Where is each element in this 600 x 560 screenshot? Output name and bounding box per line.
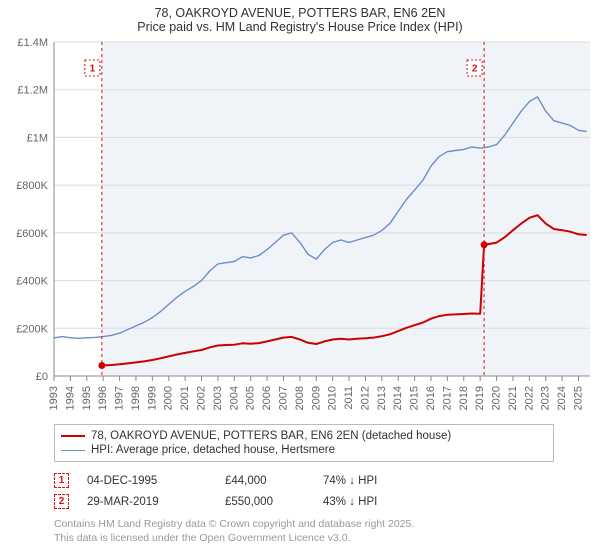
- svg-text:2017: 2017: [441, 386, 453, 410]
- legend-swatch: [61, 450, 85, 451]
- svg-text:2010: 2010: [327, 386, 339, 410]
- svg-text:£1M: £1M: [27, 132, 48, 144]
- marker-badge: 2: [54, 494, 69, 509]
- svg-text:2005: 2005: [245, 386, 257, 410]
- marker-price: £550,000: [225, 496, 305, 508]
- legend: 78, OAKROYD AVENUE, POTTERS BAR, EN6 2EN…: [54, 424, 554, 462]
- svg-text:2016: 2016: [425, 386, 437, 410]
- legend-swatch: [61, 435, 85, 437]
- svg-text:£1.4M: £1.4M: [17, 37, 48, 49]
- chart-title: 78, OAKROYD AVENUE, POTTERS BAR, EN6 2EN: [0, 6, 600, 20]
- marker-row: 2 29-MAR-2019 £550,000 43% ↓ HPI: [54, 491, 592, 512]
- marker-date: 04-DEC-1995: [87, 475, 207, 487]
- svg-text:1996: 1996: [97, 386, 109, 410]
- svg-text:2011: 2011: [343, 386, 355, 410]
- legend-item: 78, OAKROYD AVENUE, POTTERS BAR, EN6 2EN…: [61, 429, 543, 443]
- svg-text:2003: 2003: [212, 386, 224, 410]
- svg-text:2002: 2002: [196, 386, 208, 410]
- svg-text:2006: 2006: [261, 386, 273, 410]
- legend-label: 78, OAKROYD AVENUE, POTTERS BAR, EN6 2EN…: [91, 430, 451, 442]
- svg-text:1999: 1999: [146, 386, 158, 410]
- svg-text:£800K: £800K: [16, 180, 48, 192]
- svg-text:2020: 2020: [491, 386, 503, 410]
- svg-text:2014: 2014: [392, 386, 404, 410]
- marker-date: 29-MAR-2019: [87, 496, 207, 508]
- chart-area: £0 £200K £400K £600K £800K £1M £1.2M £1.4M 1993 1…: [0, 36, 600, 418]
- marker-pct: 74% ↓ HPI: [323, 475, 463, 487]
- svg-text:2023: 2023: [540, 386, 552, 410]
- footer-line: This data is licensed under the Open Gov…: [54, 532, 592, 546]
- svg-text:2018: 2018: [458, 386, 470, 410]
- svg-text:2007: 2007: [277, 386, 289, 410]
- svg-text:2009: 2009: [310, 386, 322, 410]
- svg-text:2019: 2019: [474, 386, 486, 410]
- svg-text:£600K: £600K: [16, 228, 48, 240]
- svg-text:£200K: £200K: [16, 323, 48, 335]
- marker-pct: 43% ↓ HPI: [323, 496, 463, 508]
- svg-text:1994: 1994: [64, 386, 76, 410]
- svg-text:2001: 2001: [179, 386, 191, 410]
- svg-text:1997: 1997: [114, 386, 126, 410]
- marker-badge: 1: [54, 473, 69, 488]
- svg-text:2000: 2000: [163, 386, 175, 410]
- marker-table: 1 04-DEC-1995 £44,000 74% ↓ HPI 2 29-MAR…: [54, 470, 592, 512]
- line-chart: £0 £200K £400K £600K £800K £1M £1.2M £1.4M 1993 1…: [0, 36, 600, 418]
- svg-text:2008: 2008: [294, 386, 306, 410]
- footer-notice: Contains HM Land Registry data © Crown c…: [54, 518, 592, 545]
- svg-text:1995: 1995: [81, 386, 93, 410]
- svg-text:2025: 2025: [573, 386, 585, 410]
- svg-text:£400K: £400K: [16, 276, 48, 288]
- svg-text:2: 2: [472, 64, 478, 75]
- svg-text:2021: 2021: [507, 386, 519, 410]
- svg-text:£0: £0: [36, 371, 48, 383]
- legend-item: HPI: Average price, detached house, Hert…: [61, 443, 543, 457]
- marker-price: £44,000: [225, 475, 305, 487]
- svg-text:2024: 2024: [556, 386, 568, 410]
- svg-text:2013: 2013: [376, 386, 388, 410]
- svg-text:£1.2M: £1.2M: [17, 85, 48, 97]
- svg-text:2012: 2012: [359, 386, 371, 410]
- legend-label: HPI: Average price, detached house, Hert…: [91, 444, 335, 456]
- footer-line: Contains HM Land Registry data © Crown c…: [54, 518, 592, 532]
- svg-text:1993: 1993: [48, 386, 60, 410]
- marker-row: 1 04-DEC-1995 £44,000 74% ↓ HPI: [54, 470, 592, 491]
- svg-text:2015: 2015: [409, 386, 421, 410]
- svg-text:2022: 2022: [523, 386, 535, 410]
- svg-text:1998: 1998: [130, 386, 142, 410]
- svg-text:2004: 2004: [228, 386, 240, 410]
- chart-subtitle: Price paid vs. HM Land Registry's House …: [0, 20, 600, 34]
- chart-titles: 78, OAKROYD AVENUE, POTTERS BAR, EN6 2EN…: [0, 0, 600, 36]
- svg-text:1: 1: [90, 64, 96, 75]
